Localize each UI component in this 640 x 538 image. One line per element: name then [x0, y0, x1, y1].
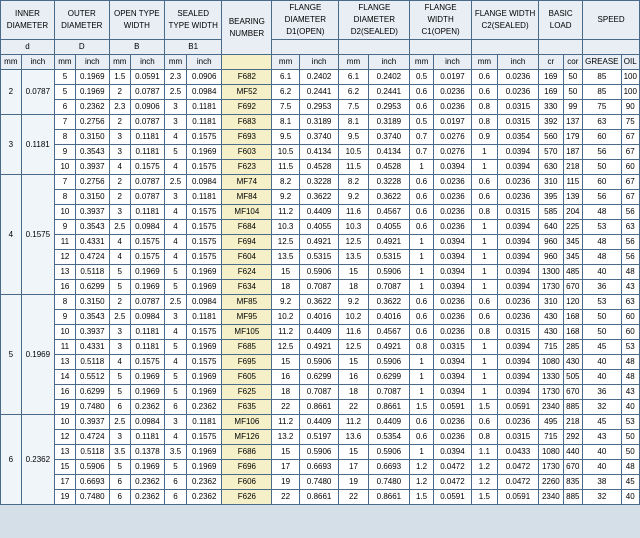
table-row: 120.472430.118140.1575MF12613.20.519713.…: [1, 430, 640, 445]
table-row: 160.629950.196950.1969F625180.7087180.70…: [1, 385, 640, 400]
table-row: 50.196980.315020.07872.50.0984MF859.20.3…: [1, 295, 640, 310]
h-fd2: FLANGE DIAMETER D2(SEALED): [339, 1, 410, 40]
table-row: 130.51183.50.13783.50.1969F686150.590615…: [1, 445, 640, 460]
table-row: 90.354330.118150.1969F60310.50.413410.50…: [1, 145, 640, 160]
table-row: 140.551250.196950.1969F605160.6299160.62…: [1, 370, 640, 385]
table-row: 90.35432.50.098440.1575F68410.30.405510.…: [1, 220, 640, 235]
table-row: 100.393730.118140.1575MF10511.20.440911.…: [1, 325, 640, 340]
table-row: 80.315020.078730.1181MF849.20.36229.20.3…: [1, 190, 640, 205]
table-row: 130.511840.157540.1575F695150.5906150.59…: [1, 355, 640, 370]
table-row: 100.393730.118140.1575MF10411.20.440911.…: [1, 205, 640, 220]
table-row: 150.590650.196950.1969F696170.6693170.66…: [1, 460, 640, 475]
h-fc1: FLANGE WIDTH C1(OPEN): [410, 1, 472, 40]
table-row: 40.157570.275620.07872.50.0984MF748.20.3…: [1, 175, 640, 190]
table-row: 120.472440.157540.1575F60413.50.531513.5…: [1, 250, 640, 265]
table-row: 100.393740.157540.1575F62311.50.452811.5…: [1, 160, 640, 175]
h-inner: INNER DIAMETER: [1, 1, 55, 40]
table-row: 160.629950.196950.1969F634180.7087180.70…: [1, 280, 640, 295]
table-row: 110.433140.157540.1575F69412.50.492112.5…: [1, 235, 640, 250]
table-row: 50.196920.07872.50.0984MF526.20.24416.20…: [1, 85, 640, 100]
h-fc2: FLANGE WIDTH C2(SEALED): [471, 1, 538, 40]
h-bnum: BEARING NUMBER: [222, 1, 272, 55]
table-row: 20.078750.19691.50.05912.30.0906F6826.10…: [1, 70, 640, 85]
bearing-table: INNER DIAMETER OUTER DIAMETER OPEN TYPE …: [0, 0, 640, 505]
table-row: 80.315030.118140.1575F6939.50.37409.50.3…: [1, 130, 640, 145]
table-row: 190.748060.236260.2362F626220.8661220.86…: [1, 490, 640, 505]
h-sealed: SEALED TYPE WIDTH: [164, 1, 221, 40]
h-outer: OUTER DIAMETER: [54, 1, 109, 40]
table-row: 60.2362100.39372.50.098430.1181MF10611.2…: [1, 415, 640, 430]
table-row: 60.23622.30.090630.1181F6927.50.29537.50…: [1, 100, 640, 115]
table-row: 30.118170.275620.078730.1181F6838.10.318…: [1, 115, 640, 130]
h-open: OPEN TYPE WIDTH: [109, 1, 164, 40]
h-fd1: FLANGE DIAMETER D1(OPEN): [272, 1, 339, 40]
table-row: 130.511850.196950.1969F624150.5906150.59…: [1, 265, 640, 280]
h-speed: SPEED: [583, 1, 640, 40]
table-row: 110.433130.118150.1969F68512.50.492112.5…: [1, 340, 640, 355]
table-row: 190.748060.236260.2362F635220.8661220.86…: [1, 400, 640, 415]
table-row: 170.669360.236260.2362F606190.7480190.74…: [1, 475, 640, 490]
h-load: BASIC LOAD: [539, 1, 583, 40]
table-row: 90.35432.50.098430.1181MF9510.20.401610.…: [1, 310, 640, 325]
